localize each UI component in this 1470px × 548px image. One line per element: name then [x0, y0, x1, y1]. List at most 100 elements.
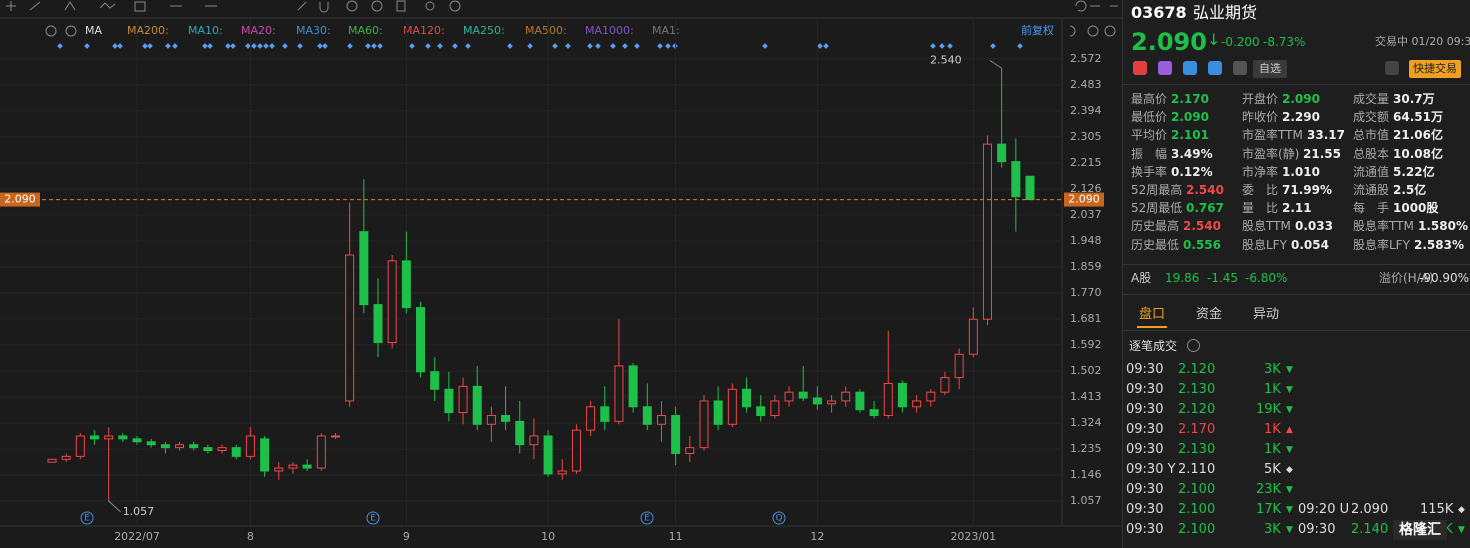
- candle-body: [146, 441, 156, 446]
- stat-value: 2.540: [1186, 183, 1224, 197]
- premium-label: 溢价(H/A): [1379, 271, 1434, 285]
- y-tick-label: 2.126: [1070, 182, 1102, 195]
- watch-button[interactable]: 自选: [1253, 60, 1287, 78]
- separator: [1123, 264, 1470, 265]
- tab[interactable]: 异动: [1253, 307, 1280, 322]
- candle-body: [288, 464, 298, 469]
- action-icon[interactable]: [1183, 61, 1197, 75]
- candle-body: [90, 435, 100, 440]
- y-tick-label: 2.394: [1070, 104, 1102, 117]
- arrow: ↓: [1207, 30, 1221, 49]
- candle-body: [529, 435, 539, 446]
- icon: [1069, 25, 1076, 37]
- status: 交易中 01/20 09:30: [1375, 35, 1470, 48]
- icon: [1104, 25, 1116, 37]
- x-tick-label: 8: [247, 530, 254, 543]
- icon: [1075, 0, 1118, 12]
- trade-time: 09:30 Y: [1126, 462, 1176, 477]
- event-marker-label: Q: [775, 514, 782, 524]
- candle-body: [770, 400, 780, 417]
- stat-label: 市盈率TTM: [1242, 128, 1303, 143]
- quick-trade[interactable]: 快捷交易: [1409, 60, 1461, 78]
- stat-label: 成交额: [1353, 110, 1390, 125]
- y-tick-label: 2.572: [1070, 52, 1102, 65]
- y-tick-label: 1.681: [1070, 312, 1102, 325]
- trade-dir: ◆: [1458, 505, 1465, 515]
- candle-body: [132, 438, 142, 443]
- ma-legend: MA60:: [348, 24, 383, 37]
- stat-value: 0.054: [1291, 237, 1329, 252]
- logo: 格隆汇: [1393, 520, 1447, 540]
- price: 2.090: [1131, 28, 1207, 56]
- signal-dot: [823, 43, 829, 49]
- y-tick-label: 1.057: [1070, 494, 1102, 507]
- separator: [1123, 330, 1470, 331]
- candle-body: [586, 406, 596, 431]
- candle-body: [897, 382, 907, 408]
- action-icon[interactable]: [1133, 61, 1147, 75]
- event-marker: [366, 511, 380, 525]
- stat-label: 52周最低: [1131, 201, 1183, 216]
- y-tick-label: 1.859: [1070, 260, 1102, 273]
- signal-dot: [817, 43, 823, 49]
- stat-value: 2.090: [1282, 92, 1320, 106]
- y-tick-label: 1.146: [1070, 468, 1102, 481]
- candle-body: [656, 415, 666, 425]
- trade-time: 09:30: [1126, 482, 1164, 497]
- signal-dot: [527, 43, 533, 49]
- candle-body: [458, 385, 468, 414]
- toolbar-icons: [6, 0, 1118, 37]
- candle-body: [642, 406, 652, 425]
- signal-dot: [610, 43, 616, 49]
- candle-body: [260, 438, 270, 472]
- candle-body: [926, 391, 936, 402]
- stat-value: 1.010: [1282, 164, 1320, 179]
- stat-label: 52周最高: [1131, 183, 1183, 197]
- stat-value: 2.090: [1171, 110, 1209, 125]
- stat-label: 流通值: [1353, 164, 1390, 179]
- stat-label: 平均价: [1131, 128, 1168, 143]
- candle-body: [812, 397, 822, 405]
- stat-label: 市净率: [1242, 164, 1279, 179]
- stat-value: 0.033: [1295, 219, 1333, 234]
- candle-body: [472, 385, 482, 425]
- stat-value: 10.08亿: [1393, 146, 1443, 161]
- action-icon[interactable]: [1158, 61, 1172, 75]
- trade-price: 2.130: [1178, 442, 1216, 457]
- stat-value: 0.556: [1183, 237, 1221, 252]
- stat-value: 21.06亿: [1393, 128, 1443, 143]
- ma-legend: MA250:: [463, 24, 505, 37]
- stock-code: 03678: [1131, 3, 1187, 22]
- action-icon[interactable]: [1208, 61, 1222, 75]
- adjust-button[interactable]: 前复权: [1021, 23, 1054, 37]
- candle-body: [543, 435, 553, 475]
- icon: [425, 1, 435, 11]
- tab[interactable]: 盘口: [1139, 307, 1166, 322]
- tab[interactable]: 资金: [1196, 307, 1223, 322]
- action-icon[interactable]: [1233, 61, 1247, 75]
- stat-label: 总市值: [1353, 128, 1390, 143]
- ma-legend: MA500:: [525, 24, 567, 37]
- event-marker-label: E: [370, 514, 376, 524]
- stat-label: 股息LFY: [1242, 237, 1287, 252]
- candle-body: [245, 435, 255, 457]
- signal-dot: [634, 43, 640, 49]
- candle-body: [912, 400, 922, 408]
- candle-body: [883, 382, 893, 417]
- candle-body: [486, 415, 496, 425]
- stat-value: 2.11: [1282, 201, 1312, 216]
- y-tick-label: 2.305: [1070, 130, 1102, 143]
- candle-body: [330, 435, 340, 438]
- price-tag-label: 2.090: [1068, 193, 1100, 206]
- stat-label: 股息率LFY: [1353, 237, 1410, 252]
- y-tick-label: 1.413: [1070, 390, 1102, 403]
- candle-body: [671, 415, 681, 454]
- ma-legend: MA20:: [241, 24, 276, 37]
- icon: [346, 0, 358, 12]
- trade-time: 09:30: [1126, 442, 1164, 457]
- candle-body: [316, 435, 326, 469]
- stat-value: 2.170: [1171, 92, 1209, 106]
- trade-dir: ▼: [1286, 505, 1293, 515]
- signal-dot: [565, 43, 571, 49]
- trades-title: 逐笔成交: [1129, 339, 1178, 353]
